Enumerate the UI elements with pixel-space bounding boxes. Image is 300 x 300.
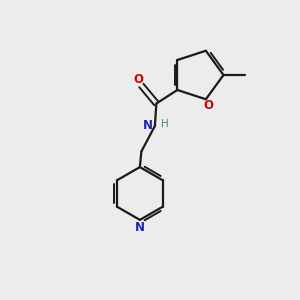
Text: N: N [135,221,145,234]
Text: O: O [134,73,143,86]
Text: H: H [161,119,169,130]
Text: N: N [143,119,153,133]
Text: O: O [203,99,213,112]
